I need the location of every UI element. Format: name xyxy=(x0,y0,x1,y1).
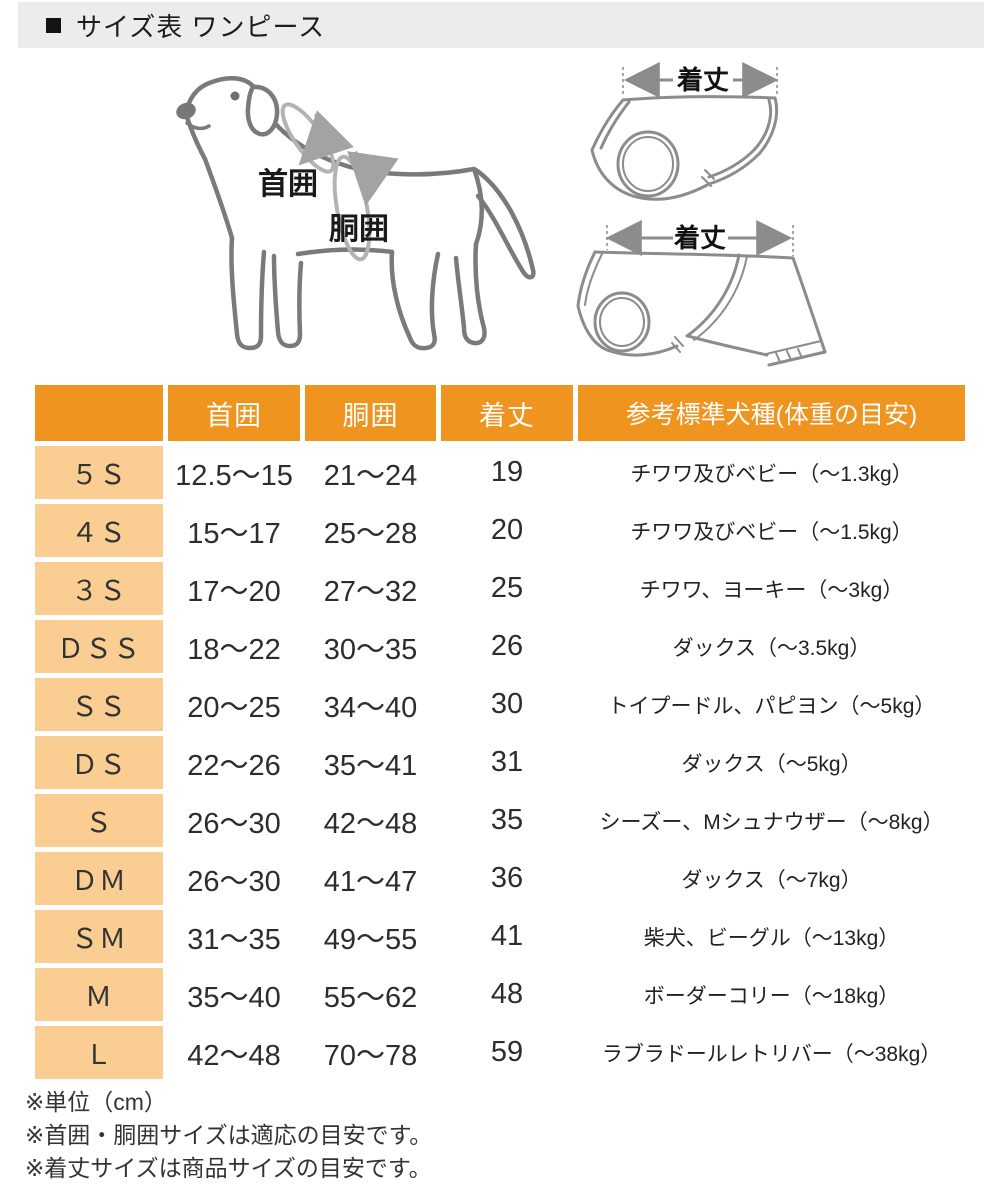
vest-outline xyxy=(590,95,779,201)
header-cell-breed: 参考標準犬種(体重の目安) xyxy=(578,385,965,441)
neck-cell: 12.5～15 xyxy=(168,446,300,499)
size-cell: ＤＳＳ xyxy=(35,620,163,673)
length-cell: 36 xyxy=(441,852,573,905)
page-title: サイズ表 ワンピース xyxy=(76,11,326,42)
neck-cell: 15～17 xyxy=(168,504,300,557)
garment-vest-diagram: 着丈 xyxy=(590,62,779,201)
length-cell: 19 xyxy=(441,446,573,499)
header-cell-girth: 胴囲 xyxy=(305,385,436,441)
size-cell: Ｌ xyxy=(35,1026,163,1079)
neck-cell: 42～48 xyxy=(168,1026,300,1079)
breed-cell: ダックス（～3.5kg） xyxy=(578,620,965,673)
body-girth-label: 胴囲 xyxy=(329,213,389,246)
title-bar: サイズ表 ワンピース xyxy=(18,2,984,48)
vest-length-label: 着丈 xyxy=(676,65,729,95)
girth-cell: 25～28 xyxy=(305,504,436,557)
neck-cell: 20～25 xyxy=(168,678,300,731)
neck-cell: 35～40 xyxy=(168,968,300,1021)
footnote-fit: ※首囲・胴囲サイズは適応の目安です。 xyxy=(25,1122,433,1148)
neck-cell: 26～30 xyxy=(168,852,300,905)
breed-cell: トイプードル、パピヨン（～5kg） xyxy=(578,678,965,731)
footnote-length: ※着丈サイズは商品サイズの目安です。 xyxy=(25,1155,432,1181)
neck-cell: 22～26 xyxy=(168,736,300,789)
girth-cell: 42～48 xyxy=(305,794,436,847)
girth-cell: 35～41 xyxy=(305,736,436,789)
size-cell: Ｓ xyxy=(35,794,163,847)
dog-face-details xyxy=(176,91,240,120)
dog-measurement-diagram: 首囲 胴囲 xyxy=(176,76,536,351)
size-cell: Ｍ xyxy=(35,968,163,1021)
measure-arrows xyxy=(298,110,399,207)
girth-cell: 34～40 xyxy=(305,678,436,731)
header-cell-blank xyxy=(35,385,163,441)
footnote-unit: ※単位（cm） xyxy=(25,1089,167,1115)
neck-cell: 17～20 xyxy=(168,562,300,615)
breed-cell: チワワ、ヨーキー（～3kg） xyxy=(578,562,965,615)
size-cell: ＤＳ xyxy=(35,736,163,789)
size-cell: ３Ｓ xyxy=(35,562,163,615)
header-cell-length: 着丈 xyxy=(441,385,573,441)
girth-cell: 21～24 xyxy=(305,446,436,499)
girth-cell: 30～35 xyxy=(305,620,436,673)
garment-coverall-diagram: 着丈 xyxy=(576,220,827,367)
girth-cell: 41～47 xyxy=(305,852,436,905)
length-cell: 48 xyxy=(441,968,573,1021)
size-cell: ５Ｓ xyxy=(35,446,163,499)
coverall-outline xyxy=(576,250,827,367)
neck-cell: 18～22 xyxy=(168,620,300,673)
neck-girth-label: 首囲 xyxy=(258,168,318,201)
breed-cell: ラブラドールレトリバー（～38kg） xyxy=(578,1026,965,1079)
length-cell: 41 xyxy=(441,910,573,963)
neck-cell: 31～35 xyxy=(168,910,300,963)
length-cell: 25 xyxy=(441,562,573,615)
length-cell: 30 xyxy=(441,678,573,731)
breed-cell: 柴犬、ビーグル（～13kg） xyxy=(578,910,965,963)
girth-cell: 27～32 xyxy=(305,562,436,615)
size-cell: ＤＭ xyxy=(35,852,163,905)
size-cell: ＳＭ xyxy=(35,910,163,963)
length-cell: 31 xyxy=(441,736,573,789)
length-cell: 26 xyxy=(441,620,573,673)
girth-cell: 55～62 xyxy=(305,968,436,1021)
breed-cell: ボーダーコリー（～18kg） xyxy=(578,968,965,1021)
size-cell: ４Ｓ xyxy=(35,504,163,557)
header-cell-neck: 首囲 xyxy=(168,385,300,441)
girth-cell: 70～78 xyxy=(305,1026,436,1079)
size-cell: ＳＳ xyxy=(35,678,163,731)
dog-outline xyxy=(183,76,536,351)
coverall-length-label: 着丈 xyxy=(673,223,726,253)
neck-cell: 26～30 xyxy=(168,794,300,847)
breed-cell: チワワ及びベビー（～1.3kg） xyxy=(578,446,965,499)
dim-arrow xyxy=(605,220,794,256)
length-cell: 35 xyxy=(441,794,573,847)
length-cell: 20 xyxy=(441,504,573,557)
length-cell: 59 xyxy=(441,1026,573,1079)
breed-cell: ダックス（～5kg） xyxy=(578,736,965,789)
girth-cell: 49～55 xyxy=(305,910,436,963)
size-table: 首囲 胴囲 着丈 参考標準犬種(体重の目安) ５Ｓ 12.5～15 21～24 … xyxy=(35,385,965,1079)
dim-arrow xyxy=(622,62,779,98)
title-bullet-icon xyxy=(46,17,61,33)
footnotes: ※単位（cm） ※首囲・胴囲サイズは適応の目安です。 ※着丈サイズは商品サイズの… xyxy=(25,1086,432,1185)
breed-cell: ダックス（～7kg） xyxy=(578,852,965,905)
breed-cell: チワワ及びベビー（～1.5kg） xyxy=(578,504,965,557)
breed-cell: シーズー、Mシュナウザー（～8kg） xyxy=(578,794,965,847)
